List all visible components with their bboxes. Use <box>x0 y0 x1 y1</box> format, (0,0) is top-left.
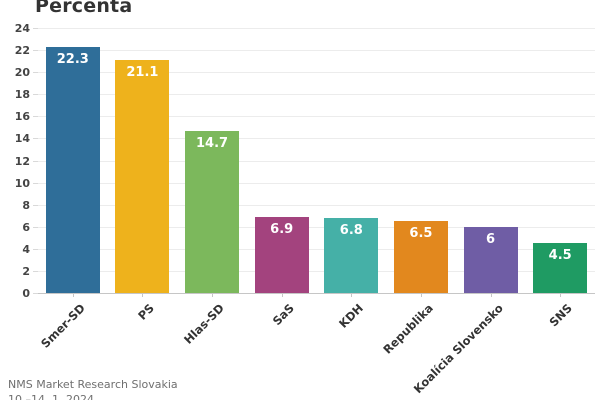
x-tick-mark <box>351 293 353 297</box>
bar-value-label: 6.8 <box>339 222 363 238</box>
bar-koal-cia-slovensko: 6 <box>463 226 518 293</box>
bar-sns: 4.5 <box>533 243 588 293</box>
y-tick-mark <box>33 116 38 118</box>
gridline <box>38 160 595 162</box>
bar-sas: 6.9 <box>254 216 309 293</box>
y-tick-mark <box>33 50 38 52</box>
y-axis-tick-label: 4 <box>22 242 30 256</box>
y-tick-mark <box>33 293 38 294</box>
y-tick-mark <box>33 204 38 206</box>
y-axis-tick-label: 2 <box>22 264 30 278</box>
bar-value-label: 14.7 <box>196 135 229 151</box>
y-tick-mark <box>33 182 38 184</box>
y-tick-mark <box>33 248 38 250</box>
y-axis-tick-label: 6 <box>22 220 30 234</box>
gridline <box>38 116 595 118</box>
y-tick-mark <box>33 138 38 140</box>
y-axis-tick-label: 18 <box>14 88 30 102</box>
x-axis-label: Smer-SD <box>37 301 88 351</box>
y-axis-tick-label: 12 <box>14 154 30 168</box>
x-axis-label: KDH <box>336 301 367 331</box>
gridline <box>38 248 595 250</box>
y-axis-tick-label: 0 <box>22 287 30 300</box>
x-axis-label: SNS <box>546 301 576 330</box>
bar-hlas-sd: 14.7 <box>185 130 240 293</box>
gridline <box>38 182 595 184</box>
y-tick-mark <box>33 94 38 96</box>
gridline <box>38 28 595 29</box>
y-tick-mark <box>33 28 38 29</box>
y-tick-mark <box>33 270 38 272</box>
bar-value-label: 6.5 <box>409 226 433 242</box>
date-text: 10.–14. 1. 2024 <box>8 393 94 400</box>
x-axis-label: Hlas-SD <box>181 301 227 347</box>
y-tick-mark <box>33 72 38 74</box>
bar-republika: 6.5 <box>393 221 448 293</box>
gridline <box>38 138 595 140</box>
x-tick-mark <box>420 293 422 297</box>
bar-smer-sd: 22.3 <box>45 46 100 293</box>
y-axis-tick-label: 8 <box>22 198 30 212</box>
gridline <box>38 270 595 272</box>
x-axis-line <box>38 293 595 294</box>
x-tick-mark <box>490 293 492 297</box>
bar-value-label: 22.3 <box>56 51 89 67</box>
x-tick-mark <box>560 293 562 297</box>
y-axis-tick-label: 14 <box>14 132 30 146</box>
bar-ps: 21.1 <box>115 60 170 293</box>
y-axis-tick-label: 16 <box>14 110 30 124</box>
x-axis-label: SaS <box>269 301 297 329</box>
y-tick-mark <box>33 226 38 228</box>
y-axis-tick-label: 10 <box>14 176 30 190</box>
bar-value-label: 21.1 <box>126 65 159 81</box>
x-axis-label: PS <box>135 301 158 323</box>
x-tick-mark <box>72 293 74 297</box>
gridline <box>38 94 595 96</box>
gridline <box>38 226 595 228</box>
chart-title: Percenta <box>35 0 133 17</box>
x-axis-label: Republika <box>380 301 436 357</box>
bar-kdh: 6.8 <box>324 217 379 293</box>
footer: NMS Market Research Slovakia 10.–14. 1. … <box>8 377 178 400</box>
gridline <box>38 72 595 74</box>
source-text: NMS Market Research Slovakia <box>8 378 178 391</box>
bar-value-label: 6.9 <box>270 221 294 237</box>
x-tick-mark <box>281 293 283 297</box>
x-tick-mark <box>142 293 144 297</box>
gridline <box>38 50 595 52</box>
gridline <box>38 204 595 206</box>
bar-value-label: 6 <box>486 231 496 247</box>
y-axis-tick-label: 20 <box>14 66 30 80</box>
y-axis-tick-label: 22 <box>14 44 30 58</box>
bar-value-label: 4.5 <box>548 248 572 264</box>
x-tick-mark <box>212 293 214 297</box>
y-axis-tick-label: 24 <box>14 22 30 35</box>
y-tick-mark <box>33 160 38 162</box>
